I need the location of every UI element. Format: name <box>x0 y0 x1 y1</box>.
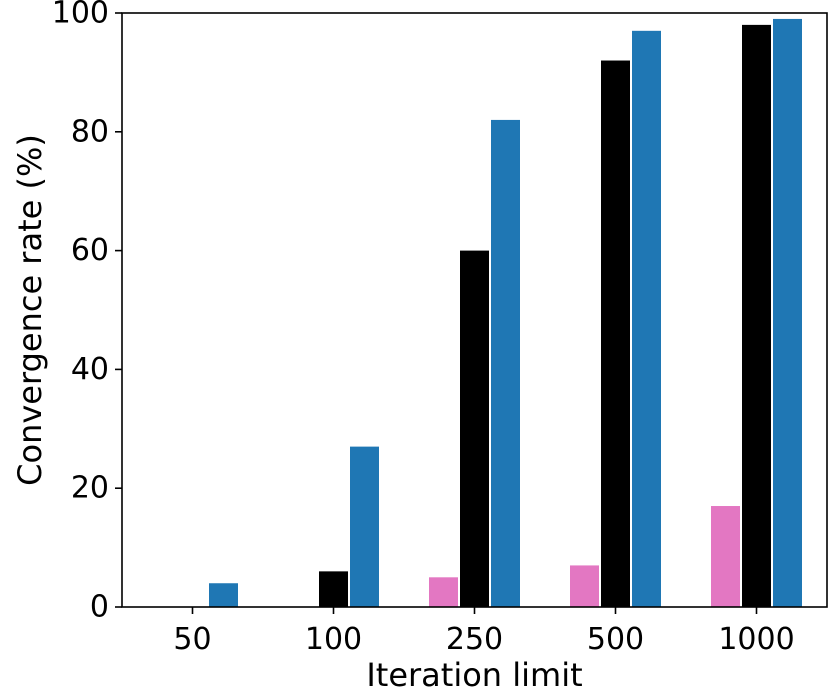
y-tick-label: 0 <box>90 590 109 625</box>
x-tick-label: 50 <box>173 622 211 657</box>
y-axis-ticks: 0 20 40 60 80 100 <box>52 0 122 625</box>
bar-1000-series-1 <box>711 506 740 607</box>
x-tick-label: 500 <box>587 622 644 657</box>
x-tick-label: 250 <box>446 622 503 657</box>
bar-250-series-1 <box>429 577 458 607</box>
bar-1000-series-2 <box>742 24 771 607</box>
bars-group <box>209 18 802 608</box>
y-tick-label: 80 <box>71 114 109 149</box>
bar-100-series-2 <box>319 571 348 607</box>
x-tick-label: 100 <box>305 622 362 657</box>
y-tick-label: 60 <box>71 233 109 268</box>
bar-100-series-3 <box>350 446 379 607</box>
bar-50-series-3 <box>209 583 238 607</box>
bar-1000-series-3 <box>773 18 802 607</box>
bar-250-series-2 <box>460 250 489 607</box>
bar-500-series-3 <box>632 30 661 607</box>
plot-frame <box>121 12 828 608</box>
y-tick-label: 20 <box>71 471 109 506</box>
y-tick-label: 100 <box>52 0 109 31</box>
bar-250-series-3 <box>491 119 520 608</box>
x-axis-ticks: 50 100 250 500 1000 <box>173 607 795 657</box>
bar-500-series-2 <box>601 60 630 607</box>
y-tick-label: 40 <box>71 352 109 387</box>
bar-500-series-1 <box>570 565 599 607</box>
x-tick-label: 1000 <box>718 622 794 657</box>
y-axis-label: Convergence rate (%) <box>11 134 49 486</box>
x-axis-label: Iteration limit <box>366 656 582 690</box>
